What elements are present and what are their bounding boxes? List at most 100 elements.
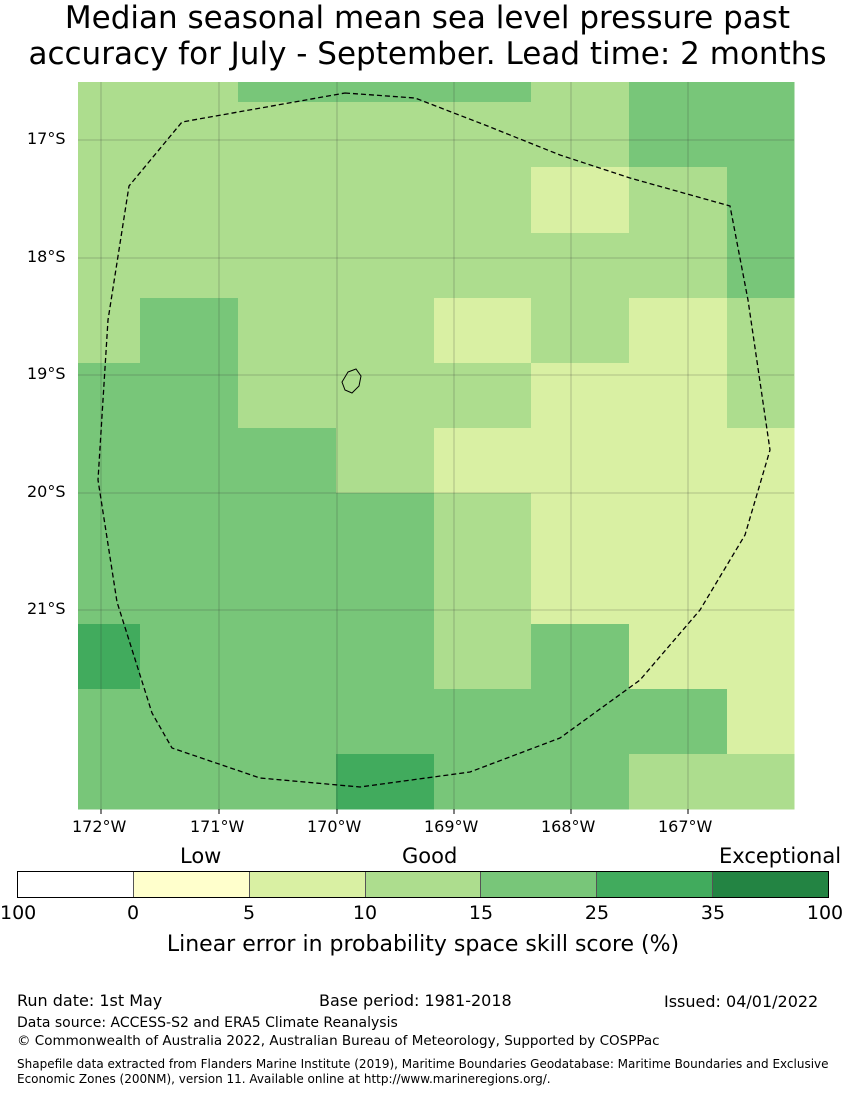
skill-cell [336, 233, 435, 299]
category-exceptional: Exceptional [719, 844, 842, 868]
skill-cell [531, 298, 630, 364]
skill-cell [140, 558, 239, 625]
skill-cell [336, 428, 435, 494]
skill-cell [78, 82, 141, 103]
skill-cell [140, 102, 239, 168]
skill-cell [727, 298, 795, 364]
skill-cell [629, 298, 728, 364]
lon-label: 171°W [190, 817, 245, 836]
skill-cell [434, 689, 532, 755]
skill-cell [727, 558, 795, 625]
skill-cell [727, 233, 795, 299]
skill-cell [531, 493, 630, 559]
skill-cell [727, 493, 795, 559]
skill-map [78, 82, 795, 814]
colorbar-swatch [133, 872, 250, 897]
skill-cell [78, 558, 141, 625]
skill-cell [336, 493, 435, 559]
skill-cell [434, 558, 532, 625]
copyright: © Commonwealth of Australia 2022, Austra… [17, 1033, 660, 1049]
skill-cell [78, 754, 141, 810]
colorbar-swatch [249, 872, 366, 897]
skill-cell [727, 624, 795, 690]
skill-cell [238, 428, 337, 494]
skill-cell [140, 298, 239, 364]
skill-cell [434, 428, 532, 494]
skill-cell [238, 558, 337, 625]
skill-cell [434, 167, 532, 234]
skill-cell [140, 233, 239, 299]
skill-cell [78, 102, 141, 168]
colorbar-tick: 5 [242, 902, 256, 924]
skill-cell [336, 624, 435, 690]
skill-cell [727, 167, 795, 234]
skill-cell [531, 428, 630, 494]
skill-cell [727, 689, 795, 755]
skill-cell [238, 298, 337, 364]
colorbar-tick: 35 [700, 902, 726, 924]
skill-cell [629, 167, 728, 234]
skill-cell [629, 558, 728, 625]
skill-cell [336, 754, 435, 810]
skill-cell [434, 298, 532, 364]
lat-label: 18°S [27, 247, 66, 266]
skill-cell [531, 233, 630, 299]
skill-cell [531, 363, 630, 429]
colorbar-swatch [365, 872, 482, 897]
skill-cell [434, 233, 532, 299]
colorbar-tick: 15 [468, 902, 494, 924]
skill-cell [238, 624, 337, 690]
skill-cell [531, 689, 630, 755]
lon-label: 167°W [658, 817, 713, 836]
skill-cell [238, 754, 337, 810]
map-title-line-2: accuracy for July - September. Lead time… [28, 36, 827, 72]
skill-cell [629, 689, 728, 755]
category-low: Low [180, 844, 222, 868]
skill-cell [238, 167, 337, 234]
skill-cell [727, 102, 795, 168]
skill-cell [629, 82, 728, 103]
category-good: Good [402, 844, 458, 868]
skill-cell [78, 493, 141, 559]
skill-cell [434, 102, 532, 168]
skill-cell [531, 102, 630, 168]
skill-cell [727, 82, 795, 103]
skill-cell [78, 363, 141, 429]
skill-cell [336, 558, 435, 625]
lat-label: 17°S [27, 129, 66, 148]
skill-cell [140, 624, 239, 690]
skill-cell [531, 82, 630, 103]
skill-cell [531, 754, 630, 810]
graticule [78, 82, 794, 809]
colorbar-swatch [713, 872, 829, 897]
skill-cell [78, 167, 141, 234]
skill-cell [140, 363, 239, 429]
skill-cell [629, 624, 728, 690]
colorbar-swatch [597, 872, 714, 897]
colorbar-tick: 25 [584, 902, 610, 924]
skill-cell [238, 363, 337, 429]
skill-cell [336, 102, 435, 168]
skill-cell [78, 689, 141, 755]
skill-cell [629, 233, 728, 299]
skill-cell [140, 493, 239, 559]
skill-cell [531, 167, 630, 234]
skill-cell [727, 428, 795, 494]
map-title-line-1: Median seasonal mean sea level pressure … [64, 0, 791, 36]
skill-cell [434, 754, 532, 810]
colorbar-title: Linear error in probability space skill … [166, 932, 680, 957]
run-date: Run date: 1st May [17, 991, 163, 1010]
skill-cell [238, 82, 337, 103]
skill-cell [434, 363, 532, 429]
skill-cell [336, 363, 435, 429]
skill-cell [531, 558, 630, 625]
island-outline [341, 368, 362, 394]
lon-label: 172°W [72, 817, 127, 836]
skill-grid [78, 82, 795, 810]
data-source: Data source: ACCESS-S2 and ERA5 Climate … [17, 1015, 398, 1031]
colorbar-tick: 100 [806, 902, 844, 924]
skill-cell [727, 363, 795, 429]
skill-cell [336, 298, 435, 364]
colorbar-swatch [481, 872, 598, 897]
skill-cell [336, 167, 435, 234]
